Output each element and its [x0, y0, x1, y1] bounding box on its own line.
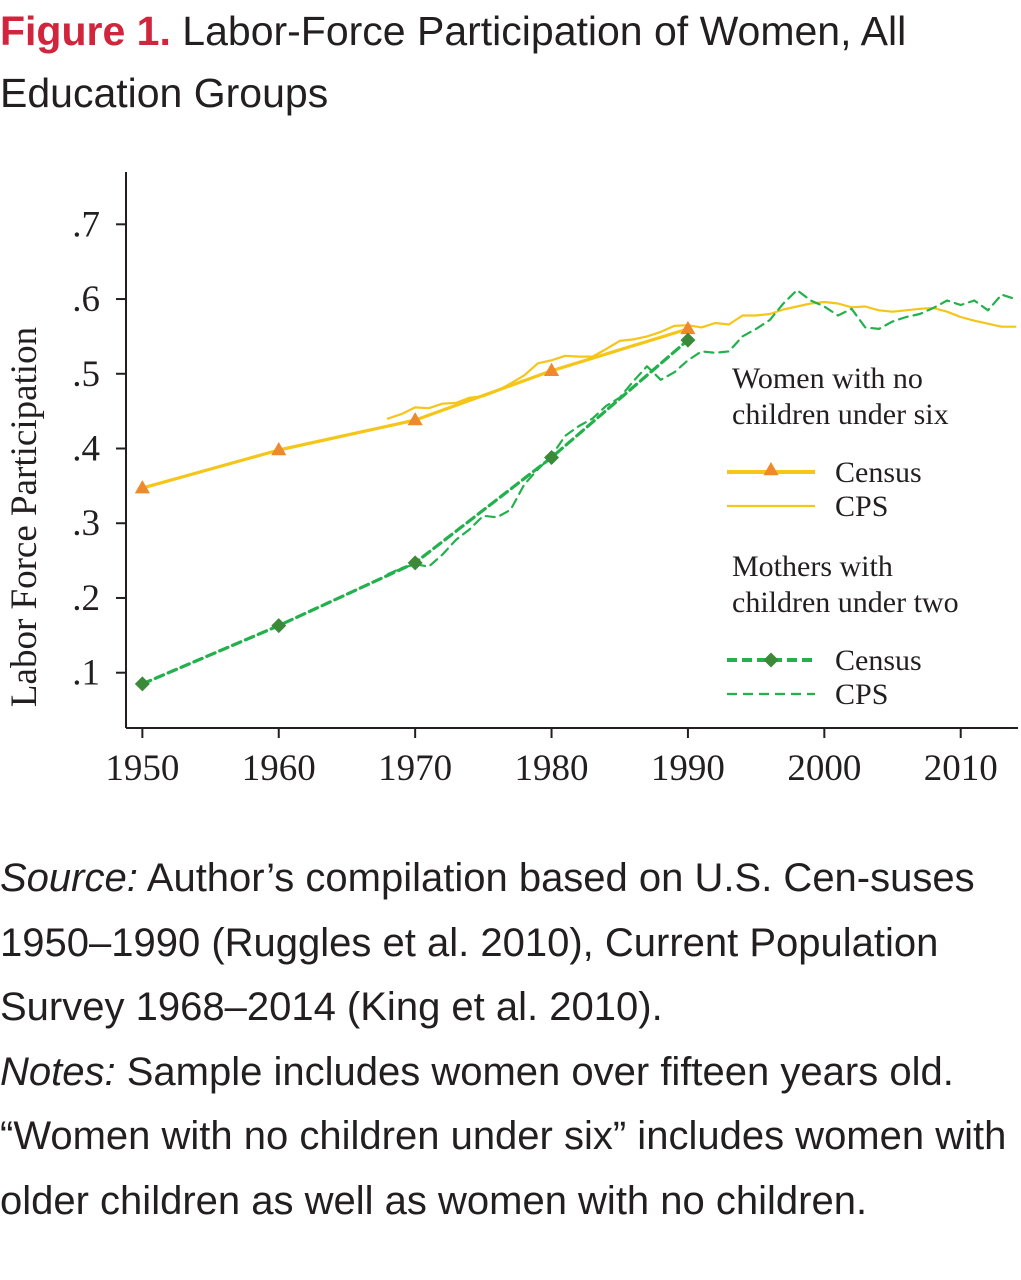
- census-diamond-marker: [544, 449, 560, 465]
- census-diamond-marker: [271, 618, 287, 634]
- x-tick-label: 1990: [651, 748, 725, 789]
- mothers-children-under-two-cps-line: [386, 289, 1017, 576]
- y-tick-label: .6: [72, 279, 100, 320]
- x-tick-label: 1980: [515, 748, 589, 789]
- y-tick-label: .5: [72, 354, 100, 395]
- y-tick-label: .1: [72, 653, 100, 694]
- x-tick-label: 2010: [924, 748, 998, 789]
- census-diamond-marker: [407, 555, 423, 571]
- mothers-children-under-two-census-line: [140, 338, 690, 686]
- figure-title: Figure 1. Labor-Force Participation of W…: [0, 0, 1021, 124]
- figure-number: Figure 1.: [0, 8, 171, 54]
- y-tick-label: .7: [72, 204, 100, 245]
- census-triangle-marker: [271, 442, 287, 456]
- census-triangle-marker: [407, 412, 423, 426]
- legend-group-title-line2: children under two: [732, 586, 959, 619]
- census-triangle-marker: [134, 480, 150, 494]
- chart-axes: [125, 172, 1018, 729]
- x-tick-label: 1970: [378, 748, 452, 789]
- y-tick-label: .4: [72, 429, 100, 470]
- notes-label: Notes:: [0, 1049, 116, 1094]
- x-tick-label: 1950: [105, 748, 179, 789]
- figure-title-text: Labor-Force Participation of Women, All …: [0, 8, 907, 116]
- legend-group-title-line1: Mothers with: [732, 550, 893, 583]
- line-chart: Labor Force Participation .1 .2 .3 .4 .5 .6 .7…: [4, 172, 1018, 789]
- y-axis-label-group: Labor Force Participation: [4, 327, 45, 707]
- legend-census-label: Census: [835, 456, 922, 489]
- figure-notes: Source: Author’s compilation based on U.…: [0, 846, 1021, 1233]
- notes-text: Sample includes women over fifteen years…: [0, 1049, 1007, 1223]
- census-diamond-marker: [134, 676, 150, 692]
- legend-cps-label: CPS: [835, 678, 888, 711]
- source-label: Source:: [0, 856, 138, 900]
- legend-group-title-line1: Women with no: [732, 362, 923, 395]
- legend-group-title-line2: children under six: [732, 398, 949, 431]
- legend-triangle-marker: [763, 462, 779, 476]
- y-axis-label: Labor Force Participation: [4, 327, 45, 707]
- legend-census-label: Census: [835, 644, 922, 677]
- legend-diamond-marker: [763, 652, 779, 668]
- y-tick-label: .2: [72, 578, 100, 619]
- x-tick-label: 1960: [242, 748, 316, 789]
- census-triangle-marker: [680, 320, 696, 335]
- census-diamond-marker: [680, 332, 696, 348]
- x-ticks: 1950 1960 1970 1980 1990 2000 2010: [105, 728, 998, 789]
- x-tick-label: 2000: [787, 748, 861, 789]
- y-tick-label: .3: [72, 503, 100, 544]
- y-ticks: .1 .2 .3 .4 .5 .6 .7: [72, 204, 126, 694]
- source-text: Author’s compilation based on U.S. Cen-s…: [0, 856, 975, 1029]
- legend-cps-label: CPS: [835, 490, 888, 523]
- series-markers: [134, 320, 696, 692]
- census-triangle-marker: [543, 362, 560, 376]
